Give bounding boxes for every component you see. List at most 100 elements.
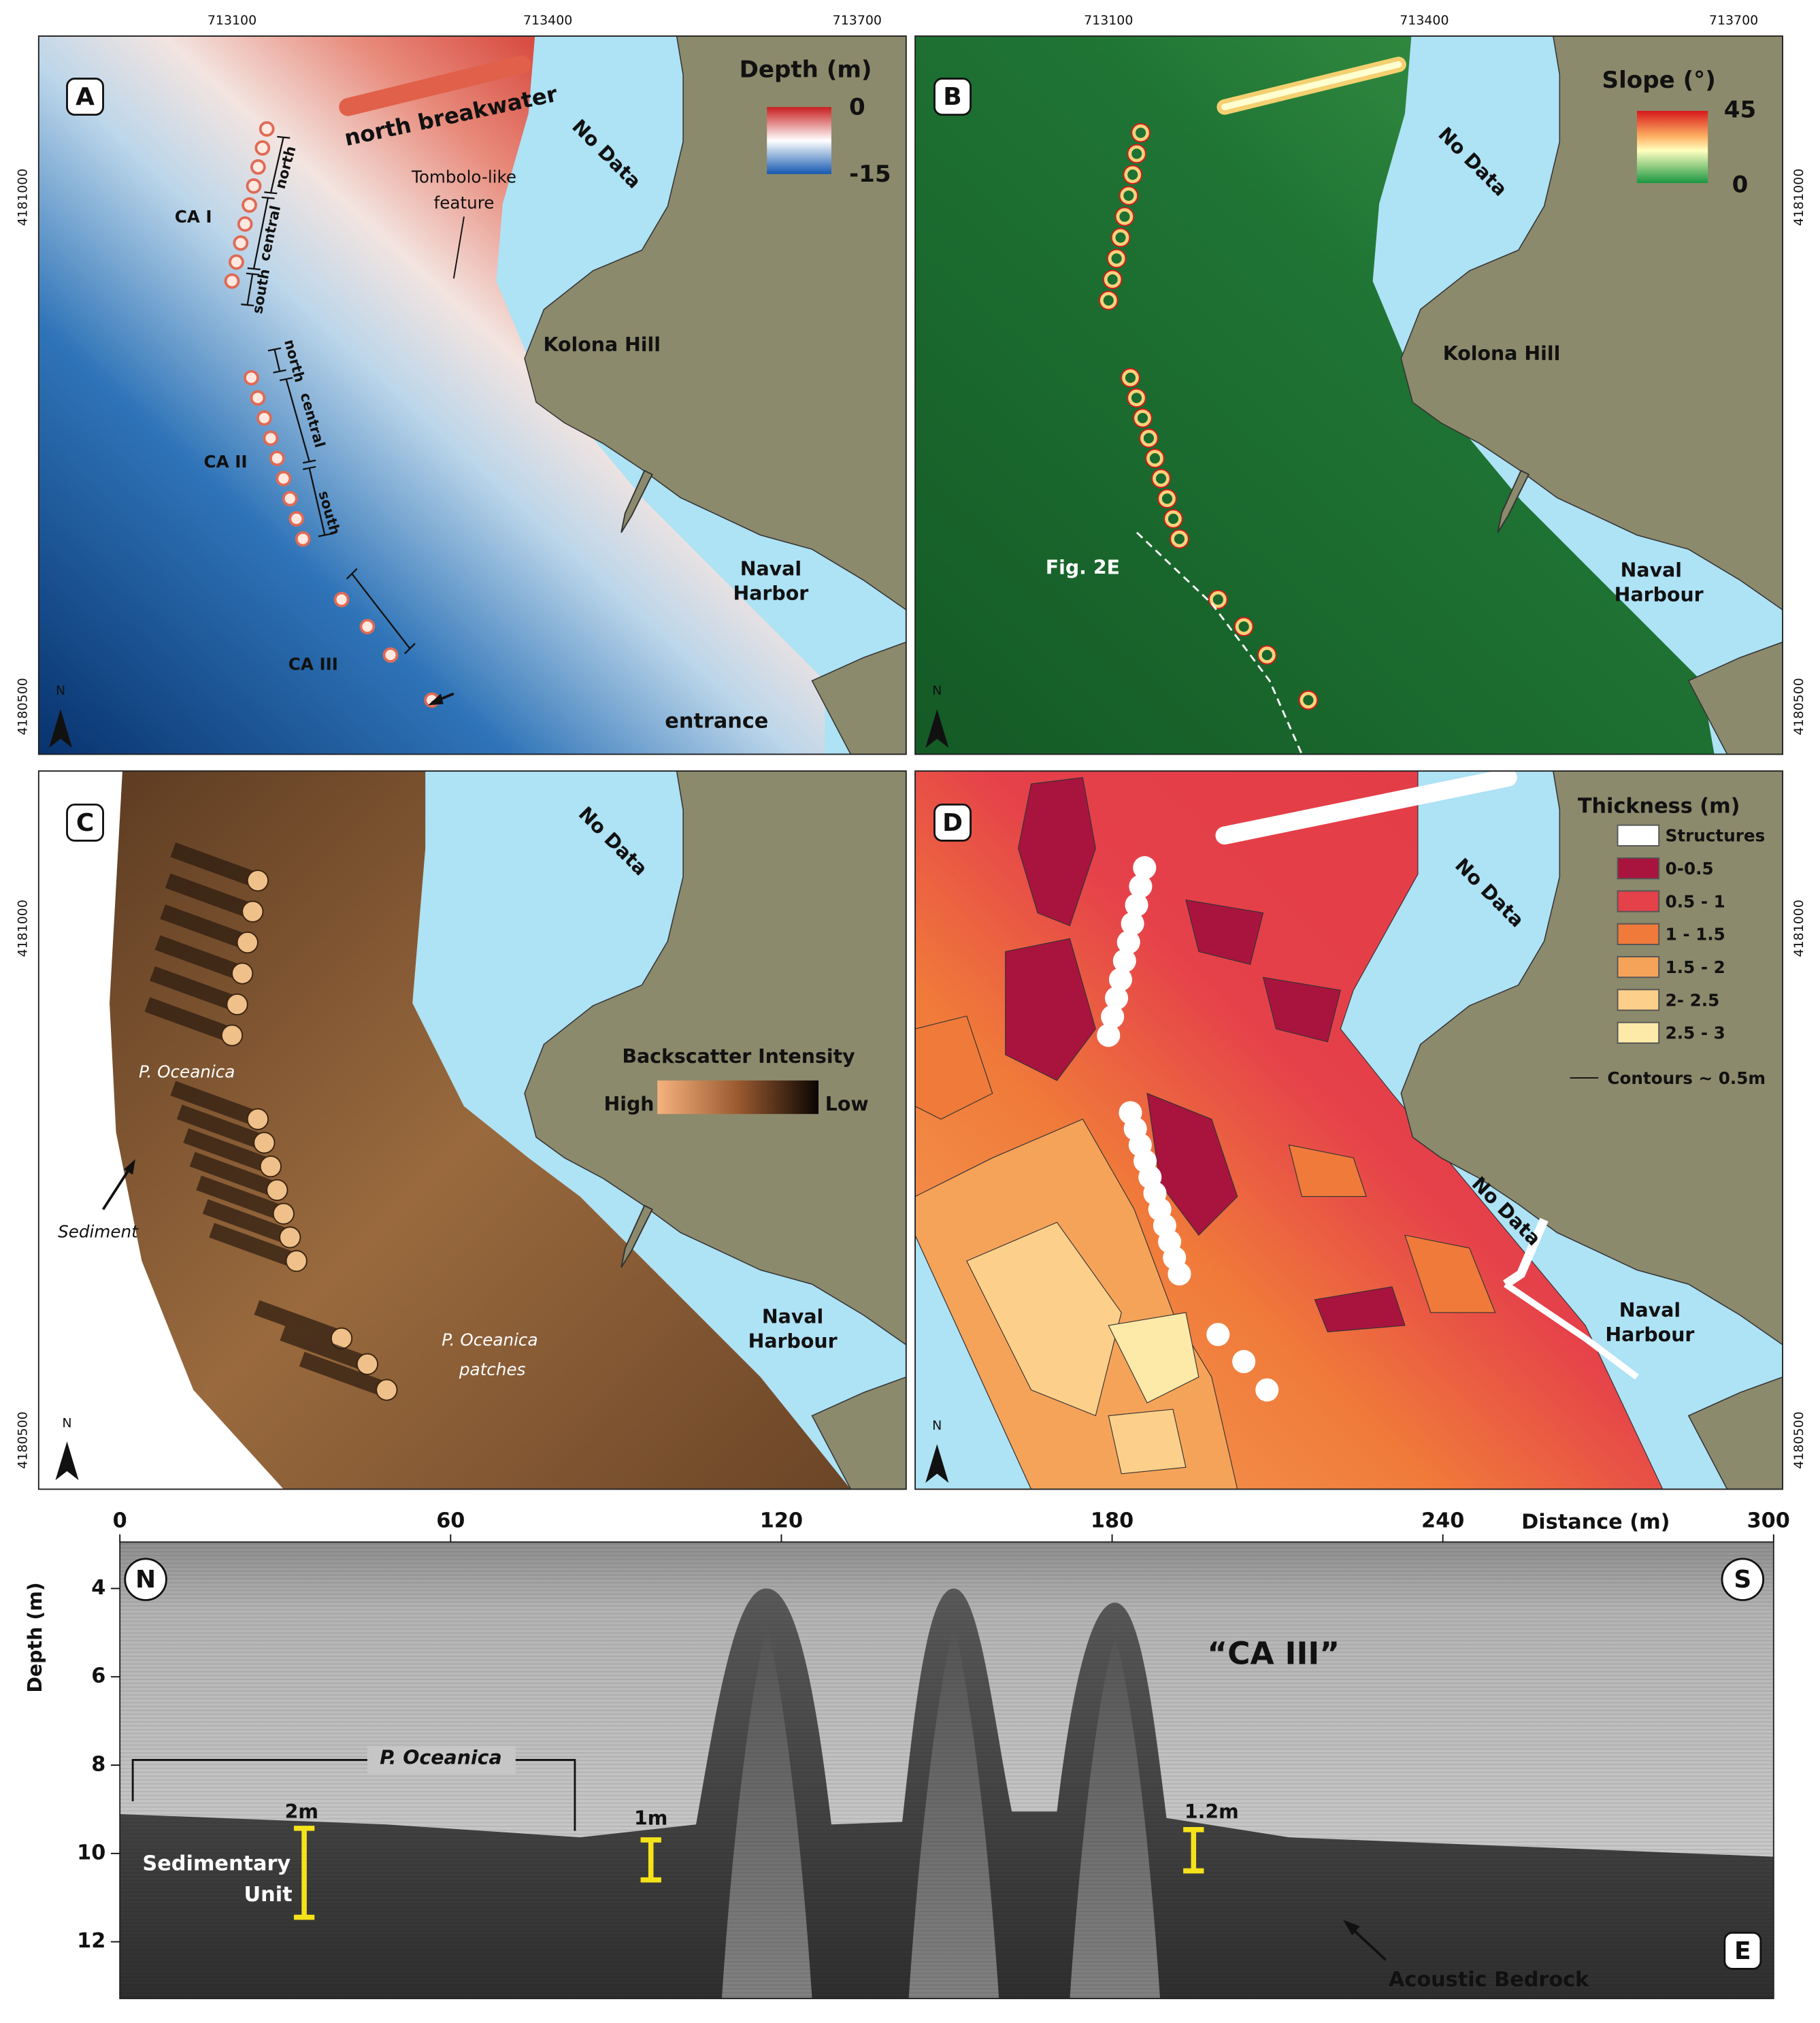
reef-dome	[1206, 1323, 1230, 1347]
label: 0	[1732, 171, 1749, 198]
y-tick-label: 8	[91, 1753, 105, 1777]
reef-dome	[1115, 208, 1134, 226]
legend-label: 0.5 - 1	[1666, 891, 1725, 911]
label: N	[56, 683, 65, 698]
reef-dome	[272, 1202, 295, 1225]
y-tick-label: 10	[77, 1841, 105, 1864]
reef-rim	[1151, 469, 1171, 489]
reef-rim	[1102, 269, 1123, 289]
label: Depth (m)	[24, 1582, 46, 1692]
label: Thickness (m)	[1578, 795, 1740, 819]
reef-dome	[1127, 389, 1146, 408]
reef-rim	[1133, 408, 1153, 428]
reef-dome	[1123, 165, 1142, 184]
label: Tombolo-like	[411, 167, 516, 186]
label: Unit	[244, 1883, 293, 1907]
reef-dome	[1104, 986, 1129, 1010]
legend-swatch	[1617, 956, 1660, 978]
reef-dome	[242, 900, 264, 923]
reef-dome	[229, 254, 244, 270]
x-tick-label: 0	[113, 1509, 127, 1532]
label: Sedimentary	[142, 1852, 291, 1875]
label: Depth (m)	[740, 56, 872, 84]
reef-dome	[236, 932, 259, 954]
shape	[1108, 1409, 1187, 1475]
reef-dome	[269, 450, 285, 466]
reef-dome	[1255, 1378, 1279, 1402]
reef-rim	[1099, 291, 1119, 310]
segment-brackets	[241, 135, 416, 655]
legend-label: 1.5 - 2	[1666, 957, 1725, 977]
reef-dome	[1234, 617, 1253, 636]
reef-rim	[1145, 448, 1165, 468]
panel-label-box	[66, 803, 104, 842]
colorbar	[1636, 110, 1708, 184]
reef-shadows	[144, 842, 398, 1401]
label: Harbour	[748, 1330, 838, 1353]
reef-rim	[1123, 165, 1142, 184]
reef-dome	[1119, 186, 1138, 205]
reef-dome	[1158, 489, 1176, 508]
frame	[37, 35, 907, 755]
shape	[1185, 899, 1264, 966]
label: N	[932, 1418, 942, 1433]
frame	[37, 770, 907, 1490]
legend-label: 2- 2.5	[1666, 990, 1720, 1010]
x-tick-label: 120	[760, 1509, 803, 1532]
label: P. Oceanica	[380, 1747, 502, 1769]
reef-dome	[246, 1108, 269, 1130]
reef-dome	[1108, 968, 1132, 991]
reef-dome	[250, 390, 266, 406]
reef-rim	[1119, 186, 1139, 205]
reef-dome	[259, 121, 275, 137]
shape	[247, 196, 275, 271]
shape	[1018, 776, 1096, 927]
y-tick-label: 6	[91, 1664, 105, 1688]
reef-shadow	[160, 904, 250, 950]
x-tick-label: 240	[1421, 1509, 1464, 1532]
label: Naval	[740, 558, 801, 580]
label: B	[943, 83, 961, 111]
reef-rim	[1257, 645, 1277, 665]
reef-dome	[1111, 228, 1130, 247]
reef-dome	[250, 159, 266, 175]
reef-dome	[1121, 368, 1140, 387]
reef-shadow	[176, 1104, 267, 1151]
shape	[1404, 1234, 1496, 1313]
shape	[1262, 976, 1341, 1042]
label: P. Oceanica	[139, 1062, 235, 1082]
reef-dome	[285, 1250, 308, 1272]
label: 0	[849, 94, 865, 121]
shape	[640, 1837, 661, 1883]
label: P. Oceanica	[442, 1330, 537, 1350]
reef-shadow	[299, 1351, 390, 1398]
panel-e: 0 60 120 180 240 300 4 6 8 10 12 Distance (m) Dept…	[24, 1509, 1790, 1999]
legend-swatch	[1617, 989, 1660, 1011]
reef-dome	[237, 216, 253, 232]
backscatter-mosaic	[110, 771, 851, 1490]
panel-b: B Slope (°) 45 0 No Data Kolona Hill Nav…	[914, 35, 1784, 755]
reef-dome	[382, 647, 399, 663]
legend-swatch	[1617, 1021, 1660, 1044]
reef-rim	[1139, 428, 1159, 448]
reef-shadow	[170, 1081, 261, 1127]
reef-dome	[257, 410, 272, 426]
label: 4180500	[16, 678, 31, 735]
reef-rim	[1127, 144, 1146, 164]
reef-shadow	[170, 842, 261, 888]
label: feature	[434, 193, 495, 212]
label: Harbour	[1615, 583, 1704, 606]
shape	[1005, 938, 1096, 1081]
label: Harbor	[733, 582, 808, 605]
reef-rim	[1110, 227, 1131, 248]
reef-dome	[1121, 912, 1144, 936]
shape	[346, 568, 416, 655]
reef-shadow	[209, 1223, 299, 1268]
reef-dome	[254, 140, 271, 156]
shape	[293, 1826, 315, 1920]
reef-shadow	[202, 1199, 293, 1245]
label: 1.2m	[1185, 1800, 1239, 1823]
label: D	[942, 809, 963, 837]
reef-rim	[1121, 367, 1140, 388]
legend-swatch	[1617, 857, 1660, 880]
